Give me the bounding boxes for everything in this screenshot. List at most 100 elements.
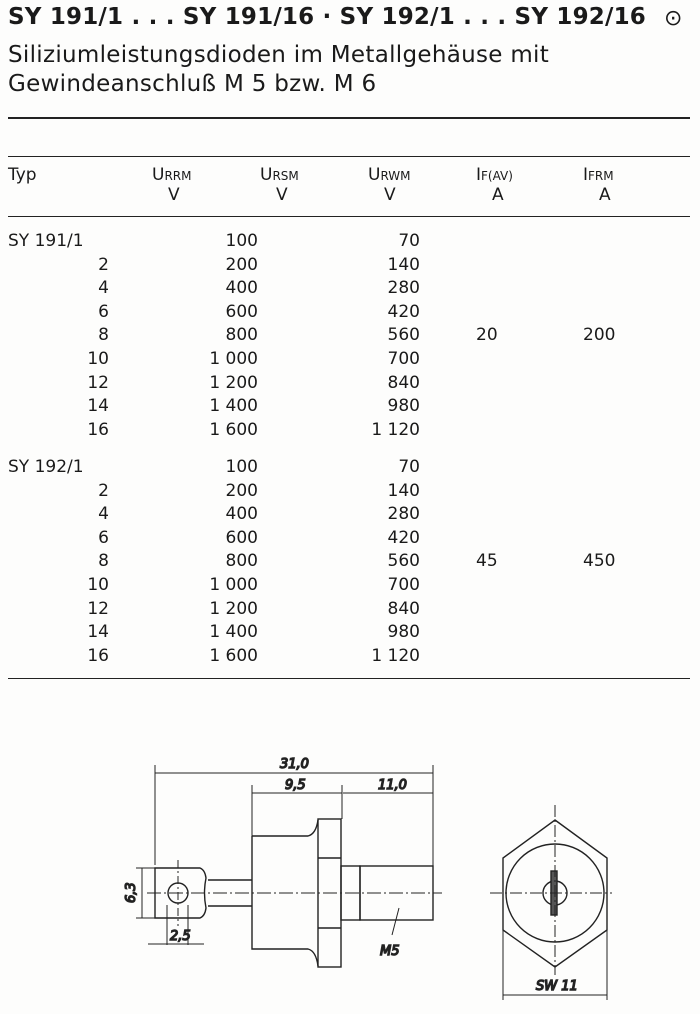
type-cell: 2 xyxy=(98,254,109,275)
urrm-cell: 1 000 xyxy=(209,575,258,595)
urwm-cell: 70 xyxy=(398,231,420,251)
table-top-rule xyxy=(8,156,690,157)
column-unit: V xyxy=(384,185,396,205)
dim-total-label: 31,0 xyxy=(280,757,309,772)
urwm-cell: 840 xyxy=(387,372,420,393)
thread-label: M5 xyxy=(380,944,400,959)
urrm-cell: 600 xyxy=(225,527,258,548)
urrm-cell: 100 xyxy=(225,457,258,477)
type-cell: SY 191/1 xyxy=(8,231,84,251)
urwm-cell: 280 xyxy=(387,278,420,299)
table-row: 2 200 140 xyxy=(0,481,700,505)
column-name: I xyxy=(476,165,482,185)
urrm-cell: 600 xyxy=(225,301,258,322)
urwm-cell: 140 xyxy=(387,480,420,501)
ifrm-value: 450 xyxy=(583,551,616,572)
column-name: Typ xyxy=(8,165,37,185)
type-cell: 16 xyxy=(87,419,109,440)
urrm-cell: 800 xyxy=(225,325,258,346)
urwm-cell: 420 xyxy=(387,527,420,548)
dim-thread-label: 11,0 xyxy=(378,778,407,793)
column-header: IFRM A xyxy=(583,165,614,205)
wrench-size-label: SW 11 xyxy=(536,979,578,994)
table-row: 8 800 560 xyxy=(0,325,700,349)
column-subscript: F(AV) xyxy=(481,169,513,183)
if-av-value: 45 xyxy=(476,551,498,572)
table-row: 12 1 200 840 xyxy=(0,373,700,397)
urrm-cell: 1 600 xyxy=(209,419,258,440)
urwm-cell: 560 xyxy=(387,551,420,572)
table-row: 4 400 280 xyxy=(0,278,700,302)
subtitle-line-2: Gewindeanschluß M 5 bzw. M 6 xyxy=(8,71,377,97)
column-header: URRM V xyxy=(152,165,191,205)
urwm-cell: 140 xyxy=(387,254,420,275)
urrm-cell: 400 xyxy=(225,278,258,299)
column-header: URSM V xyxy=(260,165,299,205)
column-unit: A xyxy=(599,185,611,205)
title-rule xyxy=(8,117,690,119)
column-header: Typ xyxy=(8,165,37,185)
table-row: 16 1 600 1 120 xyxy=(0,646,700,670)
sw-dimension xyxy=(502,930,608,1000)
table-row: 14 1 400 980 xyxy=(0,622,700,646)
ifrm-value: 200 xyxy=(583,325,616,346)
type-cell: 6 xyxy=(98,527,109,548)
type-cell: 12 xyxy=(87,372,109,393)
table-bottom-rule xyxy=(8,678,690,679)
type-cell: 6 xyxy=(98,301,109,322)
package-symbol: ⊙ xyxy=(664,6,683,31)
type-cell: SY 192/1 xyxy=(8,457,84,477)
column-header: IF(AV) A xyxy=(476,165,513,205)
type-cell: 10 xyxy=(87,349,109,369)
dim-body-label: 9,5 xyxy=(285,778,306,793)
flange-edges xyxy=(318,857,341,929)
header-rule xyxy=(8,216,690,217)
thread-leader xyxy=(391,907,400,936)
urwm-cell: 420 xyxy=(387,301,420,322)
column-subscript: FRM xyxy=(588,169,614,183)
table-row: 10 1 000 700 xyxy=(0,349,700,373)
urwm-cell: 280 xyxy=(387,504,420,525)
urrm-cell: 1 400 xyxy=(209,622,258,643)
extension-lines xyxy=(136,765,434,945)
column-name: I xyxy=(583,165,589,185)
type-cell: 2 xyxy=(98,480,109,501)
urrm-cell: 400 xyxy=(225,504,258,525)
column-header: URWM V xyxy=(368,165,411,205)
table-row: 16 1 600 1 120 xyxy=(0,420,700,444)
table-row: 10 1 000 700 xyxy=(0,575,700,599)
urrm-cell: 200 xyxy=(225,254,258,275)
type-cell: 4 xyxy=(98,504,109,525)
urwm-cell: 980 xyxy=(387,622,420,643)
table-row: SY 192/1 100 70 xyxy=(0,457,700,481)
column-name: U xyxy=(152,165,165,185)
urrm-cell: 1 400 xyxy=(209,396,258,417)
column-subscript: RWM xyxy=(380,169,411,183)
column-name: U xyxy=(260,165,273,185)
end-view: SW 11 xyxy=(490,805,612,1000)
table-row: 14 1 400 980 xyxy=(0,396,700,420)
table-row: 4 400 280 xyxy=(0,504,700,528)
dimension-lines xyxy=(141,772,433,945)
column-unit: V xyxy=(276,185,288,205)
column-subscript: RRM xyxy=(164,169,192,183)
table-row: 2 200 140 xyxy=(0,255,700,279)
type-cell: 8 xyxy=(98,325,109,346)
dim-hole-label: 2,5 xyxy=(170,929,191,944)
urrm-cell: 100 xyxy=(225,231,258,251)
urwm-cell: 1 120 xyxy=(371,419,420,440)
dim-lug-height-label: 6,3 xyxy=(124,882,139,903)
table-row: 6 600 420 xyxy=(0,528,700,552)
if-av-value: 20 xyxy=(476,325,498,346)
type-cell: 12 xyxy=(87,598,109,619)
type-cell: 14 xyxy=(87,396,109,417)
column-name: U xyxy=(368,165,381,185)
column-unit: A xyxy=(492,185,504,205)
type-cell: 16 xyxy=(87,645,109,666)
urrm-cell: 200 xyxy=(225,480,258,501)
type-cell: 10 xyxy=(87,575,109,595)
urrm-cell: 1 200 xyxy=(209,372,258,393)
table-row: 6 600 420 xyxy=(0,302,700,326)
